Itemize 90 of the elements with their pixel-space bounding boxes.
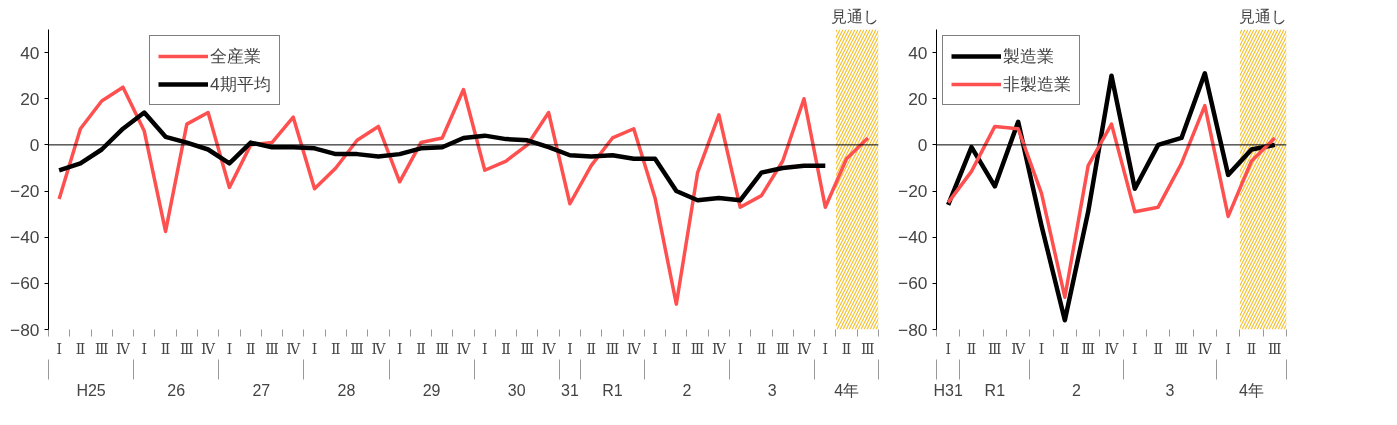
category-label: Ⅲ <box>94 340 109 357</box>
category-label: Ⅳ <box>626 340 641 357</box>
category-label: Ⅳ <box>115 340 130 357</box>
legend-label: 非製造業 <box>1003 73 1071 96</box>
category-label: 30 <box>507 381 526 399</box>
category-label: R1 <box>602 381 623 399</box>
category-label: 29 <box>422 381 441 399</box>
category-label: Ⅲ <box>520 340 535 357</box>
category-label: Ⅱ <box>756 340 767 357</box>
category-label: Ⅲ <box>265 340 279 357</box>
category-label: Ⅰ <box>482 340 488 357</box>
y-tick-label: 20 <box>908 88 928 109</box>
category-label: H31 <box>933 381 963 399</box>
category-label: Ⅱ <box>1246 340 1257 357</box>
category-label: Ⅳ <box>711 340 726 357</box>
category-label: Ⅱ <box>416 340 426 357</box>
category-label: Ⅱ <box>160 340 171 357</box>
category-label: Ⅳ <box>1104 340 1119 357</box>
category-label: Ⅲ <box>775 340 790 357</box>
category-label: Ⅰ <box>822 340 829 357</box>
y-tick-label: 40 <box>20 42 40 63</box>
category-label: 31 <box>561 381 579 399</box>
category-label: 28 <box>337 381 356 399</box>
category-label: Ⅳ <box>201 340 216 357</box>
category-label: Ⅲ <box>435 340 449 357</box>
category-label: Ⅰ <box>226 340 233 357</box>
y-tick-label: −40 <box>10 227 40 248</box>
category-label: Ⅰ <box>1038 340 1045 357</box>
category-label: Ⅱ <box>966 340 977 357</box>
category-label: 3 <box>1165 381 1175 399</box>
y-tick-label: −20 <box>10 181 40 202</box>
y-tick-label: 0 <box>29 134 40 155</box>
text: 見通し <box>830 7 879 25</box>
category-label: Ⅳ <box>1197 340 1212 357</box>
category-label: Ⅱ <box>501 340 511 357</box>
category-label: Ⅰ <box>567 340 573 357</box>
y-tick-label: 40 <box>908 42 928 63</box>
category-label: Ⅳ <box>1011 340 1026 357</box>
y-tick-label: −40 <box>898 227 928 248</box>
category-label: Ⅱ <box>1060 340 1070 357</box>
category-label: Ⅰ <box>141 340 148 357</box>
legend-label: 全産業 <box>210 45 261 68</box>
category-label: 27 <box>252 381 271 399</box>
y-tick-label: 0 <box>917 134 928 155</box>
category-label: Ⅰ <box>56 340 62 357</box>
category-label: Ⅲ <box>690 340 705 357</box>
category-label: Ⅰ <box>945 340 951 357</box>
category-label: Ⅱ <box>1153 340 1163 357</box>
category-label: 3 <box>767 381 777 399</box>
y-tick-label: −60 <box>898 273 928 294</box>
category-label: Ⅳ <box>371 340 386 357</box>
category-label: Ⅱ <box>245 340 256 357</box>
category-label: 2 <box>682 381 692 399</box>
y-tick-label: −20 <box>898 181 928 202</box>
category-label: Ⅰ <box>652 340 658 357</box>
category-label: Ⅰ <box>1132 340 1138 357</box>
category-label: Ⅳ <box>456 340 471 357</box>
y-tick-label: −80 <box>898 319 928 340</box>
category-label: Ⅳ <box>797 340 812 357</box>
category-label: H25 <box>76 381 106 399</box>
category-label: 4年 <box>834 381 860 399</box>
category-label: Ⅰ <box>396 340 403 357</box>
category-label: Ⅲ <box>861 340 875 357</box>
category-label: Ⅰ <box>311 340 318 357</box>
category-label: Ⅰ <box>737 340 743 357</box>
category-label: Ⅲ <box>1174 340 1189 357</box>
category-label: 4年 <box>1239 381 1264 399</box>
y-tick-label: 20 <box>20 88 40 109</box>
category-label: Ⅱ <box>586 340 596 357</box>
legend-label: 製造業 <box>1003 45 1054 68</box>
category-label: Ⅰ <box>1225 340 1231 357</box>
category-label: Ⅲ <box>605 340 620 357</box>
legend-label: 4期平均 <box>210 73 271 96</box>
category-label: Ⅱ <box>841 340 852 357</box>
category-label: Ⅲ <box>1268 340 1282 357</box>
category-label: Ⅲ <box>988 340 1002 357</box>
category-label: Ⅲ <box>1081 340 1095 357</box>
category-label: R1 <box>984 381 1006 399</box>
category-label: Ⅲ <box>350 340 364 357</box>
category-label: Ⅲ <box>180 340 194 357</box>
y-tick-label: −80 <box>10 319 40 340</box>
category-label: 2 <box>1072 381 1081 399</box>
category-label: 26 <box>167 381 186 399</box>
category-label: Ⅱ <box>331 340 341 357</box>
category-label: Ⅱ <box>671 340 682 357</box>
y-tick-label: −60 <box>10 273 40 294</box>
category-label: Ⅱ <box>75 340 86 357</box>
text: 見通し <box>1238 7 1287 25</box>
category-label: Ⅳ <box>541 340 556 357</box>
category-label: Ⅳ <box>286 340 301 357</box>
